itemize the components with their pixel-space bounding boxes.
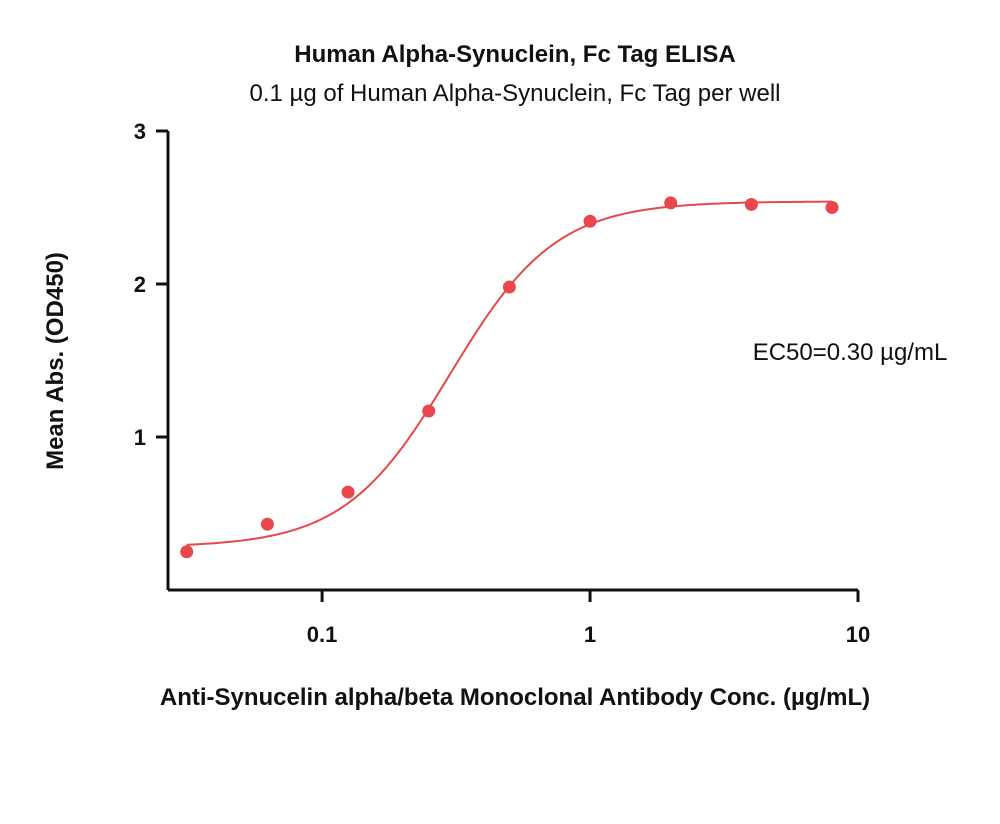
data-point bbox=[583, 214, 597, 228]
data-point bbox=[341, 485, 355, 499]
data-points bbox=[180, 196, 839, 559]
data-point bbox=[502, 280, 516, 294]
y-tick-label: 2 bbox=[134, 272, 146, 297]
data-point bbox=[664, 196, 678, 210]
data-point bbox=[825, 201, 839, 214]
data-point bbox=[260, 517, 274, 531]
axes bbox=[166, 131, 858, 592]
x-tick-label: 10 bbox=[846, 622, 870, 647]
chart-title: Human Alpha-Synuclein, Fc Tag ELISA bbox=[294, 41, 735, 68]
ec50-annotation: EC50=0.30 µg/mL bbox=[753, 339, 948, 366]
y-ticks: 1 2 3 bbox=[134, 119, 168, 450]
x-ticks: 0.1 1 10 bbox=[307, 590, 870, 647]
x-axis-title: Anti-Synucelin alpha/beta Monoclonal Ant… bbox=[160, 684, 870, 711]
data-point bbox=[422, 404, 436, 418]
chart-subtitle: 0.1 µg of Human Alpha-Synuclein, Fc Tag … bbox=[250, 80, 781, 107]
y-tick-label: 1 bbox=[134, 425, 146, 450]
fit-curve bbox=[186, 200, 833, 546]
y-axis-title: Mean Abs. (OD450) bbox=[42, 252, 69, 470]
data-point bbox=[744, 197, 758, 211]
data-point bbox=[180, 545, 194, 559]
y-tick-label: 3 bbox=[134, 119, 146, 144]
x-tick-label: 1 bbox=[584, 622, 596, 647]
x-tick-label: 0.1 bbox=[307, 622, 338, 647]
